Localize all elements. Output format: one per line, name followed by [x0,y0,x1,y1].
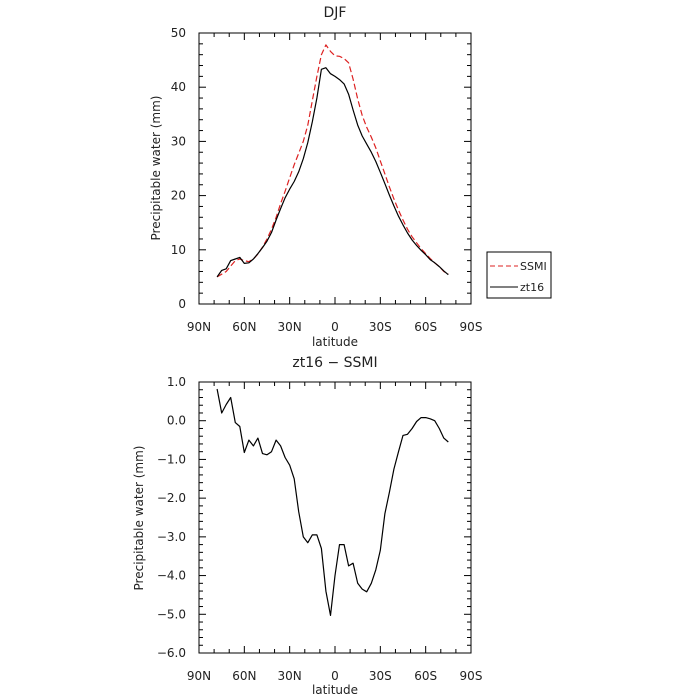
top-y-axis-label: Precipitable water (mm) [149,96,163,241]
bottom-plot-frame [198,381,472,654]
bottom-panel: zt16 − SSMI 90N 60N 30N 0 30S 60S 90S 1.0 0.0 −1.… [132,355,482,697]
bottom-y-tick-label: −1.0 [157,452,186,466]
top-series-line-zt16 [216,67,449,278]
bottom-x-tick-label: 30N [278,669,302,683]
top-x-tick-label: 90S [460,320,483,334]
top-y-tick-label: 40 [171,80,186,94]
top-x-tick-label: 90N [187,320,211,334]
bottom-y-tick-label: −6.0 [157,646,186,660]
top-x-tick-label: 60N [232,320,256,334]
bottom-y-tick-label: 0.0 [167,414,186,428]
legend-label-ssmi: SSMI [520,260,547,273]
bottom-x-tick-label: 60S [414,669,437,683]
legend-label-zt16: zt16 [520,281,544,294]
top-tick-marks: 90N 60N 30N 0 30S 60S 90S 0 10 20 30 40 50 [171,26,483,334]
top-x-tick-label: 60S [414,320,437,334]
top-x-tick-label: 0 [331,320,339,334]
bottom-tick-marks: 90N 60N 30N 0 30S 60S 90S 1.0 0.0 −1.0 −2.0 −3.0 −4.… [157,375,483,683]
legend: SSMI zt16 [486,251,552,299]
bottom-y-tick-label: −3.0 [157,530,186,544]
top-x-tick-label: 30N [278,320,302,334]
top-y-tick-label: 20 [171,189,186,203]
bottom-y-tick-label: −2.0 [157,491,186,505]
top-y-tick-label: 30 [171,134,186,148]
top-y-tick-label: 10 [171,243,186,257]
top-panel: DJF 90N 60N 30N 0 30S 60S 90S 0 10 20 30 40 50 latit… [149,5,552,349]
bottom-x-tick-label: 0 [331,669,339,683]
top-y-tick-label: 0 [178,297,186,311]
bottom-y-axis-label: Precipitable water (mm) [132,446,146,591]
bottom-y-tick-label: −5.0 [157,607,186,621]
bottom-chart-title: zt16 − SSMI [292,355,377,371]
top-plot-frame [198,32,472,305]
bottom-x-axis-label: latitude [312,683,358,697]
bottom-x-tick-label: 30S [369,669,392,683]
legend-box [486,251,552,299]
bottom-x-tick-label: 60N [232,669,256,683]
bottom-x-tick-label: 90S [460,669,483,683]
bottom-x-tick-label: 90N [187,669,211,683]
bottom-y-tick-label: −4.0 [157,569,186,583]
bottom-series-lines [216,388,449,617]
bottom-series-line-0 [216,388,449,617]
bottom-y-tick-label: 1.0 [167,375,186,389]
top-chart-title: DJF [324,5,347,21]
top-x-axis-label: latitude [312,335,358,349]
top-series-lines [216,44,449,278]
top-x-tick-label: 30S [369,320,392,334]
top-y-tick-label: 50 [171,26,186,40]
